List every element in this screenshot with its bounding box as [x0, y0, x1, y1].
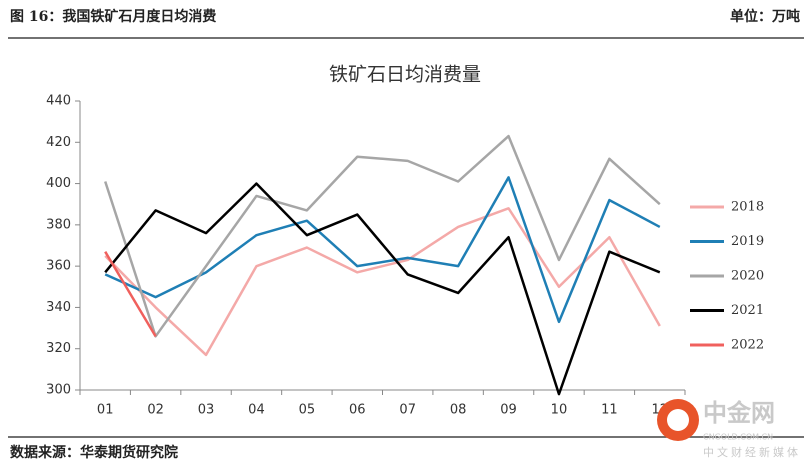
series-line — [104, 182, 661, 396]
y-tick-label: 360 — [46, 259, 71, 274]
y-tick-label: 300 — [46, 383, 71, 398]
y-tick-label: 340 — [46, 300, 71, 315]
source: 数据来源：华泰期货研究院 — [10, 444, 178, 461]
y-tick-label: 440 — [46, 94, 71, 109]
series-line — [104, 207, 661, 357]
x-tick-label: 05 — [299, 403, 316, 418]
legend-label: 2018 — [731, 200, 764, 215]
watermark-name: 中金网 — [703, 399, 775, 427]
x-tick-label: 06 — [349, 403, 366, 418]
y-tick-label: 380 — [46, 217, 71, 232]
x-tick-label: 08 — [450, 403, 467, 418]
series-line — [104, 134, 661, 338]
watermark: 中金网 CNGOLD.COM.CN 中文财经新媒体 — [657, 399, 801, 459]
x-tick-label: 04 — [248, 403, 265, 418]
figure-title: 图 16：我国铁矿石月度日均消费 — [10, 8, 216, 25]
x-tick-label: 10 — [551, 403, 568, 418]
series-line — [104, 176, 661, 324]
unit-label: 单位：万吨 — [730, 8, 800, 25]
watermark-tagline: 中文财经新媒体 — [703, 445, 801, 459]
legend-label: 2022 — [731, 338, 764, 353]
x-tick-label: 09 — [500, 403, 517, 418]
y-tick-label: 400 — [46, 176, 71, 191]
x-tick-label: 07 — [399, 403, 416, 418]
x-tick-label: 01 — [97, 403, 114, 418]
y-tick-label: 420 — [46, 135, 71, 150]
legend-label: 2019 — [731, 234, 764, 249]
watermark-logo-inner — [667, 409, 689, 431]
x-tick-label: 02 — [147, 403, 164, 418]
x-tick-label: 03 — [198, 403, 215, 418]
x-tick-label: 11 — [601, 403, 618, 418]
series-line — [104, 251, 157, 337]
legend-label: 2020 — [731, 269, 764, 284]
legend-label: 2021 — [731, 303, 764, 318]
y-tick-label: 320 — [46, 341, 71, 356]
chart-title: 铁矿石日均消费量 — [329, 64, 481, 86]
watermark-url: CNGOLD.COM.CN — [703, 433, 773, 442]
